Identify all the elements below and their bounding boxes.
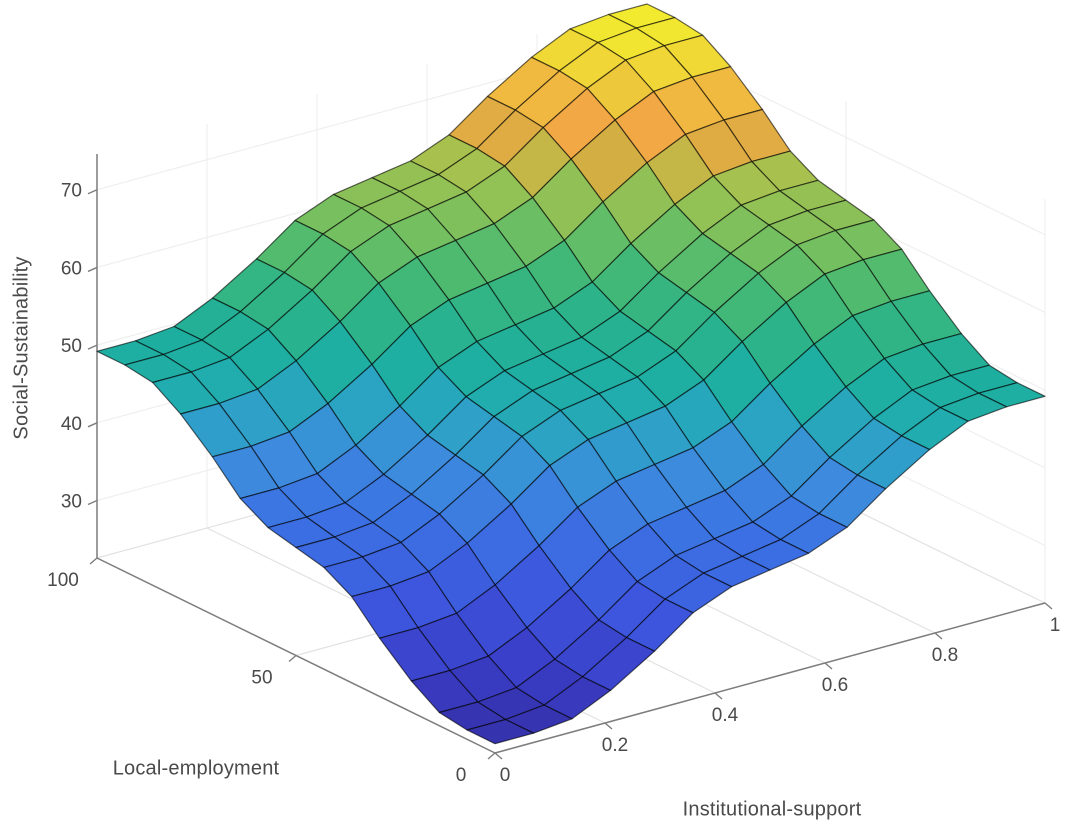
z-tick-label: 50	[61, 336, 82, 357]
z-tick-label: 60	[61, 258, 82, 279]
z-tick-label: 30	[61, 492, 82, 513]
y-tick-label: 0	[456, 765, 467, 786]
x-tick-label: 0.8	[932, 645, 958, 666]
x-axis-title: Institutional-support	[682, 798, 862, 821]
x-tick-label: 0.6	[822, 675, 848, 696]
x-tick-label: 1	[1050, 615, 1061, 636]
y-tick-label: 100	[47, 570, 79, 591]
surface-face	[466, 718, 535, 745]
x-tick-label: 0	[500, 765, 511, 786]
z-tick-label: 70	[61, 181, 82, 202]
y-tick-label: 50	[251, 668, 272, 689]
y-axis-title: Local-employment	[112, 757, 280, 780]
z-tick-label: 40	[61, 414, 82, 435]
axis-ticks: 0 0.2 0.4 0.6 0.8 1 0 50 100 30 40 50 60 70	[47, 181, 1060, 786]
surface-mesh	[96, 3, 1046, 745]
x-tick-label: 0.4	[712, 705, 739, 726]
z-axis-title: Social-Sustainability	[10, 256, 33, 440]
x-tick-label: 0.2	[602, 735, 628, 756]
